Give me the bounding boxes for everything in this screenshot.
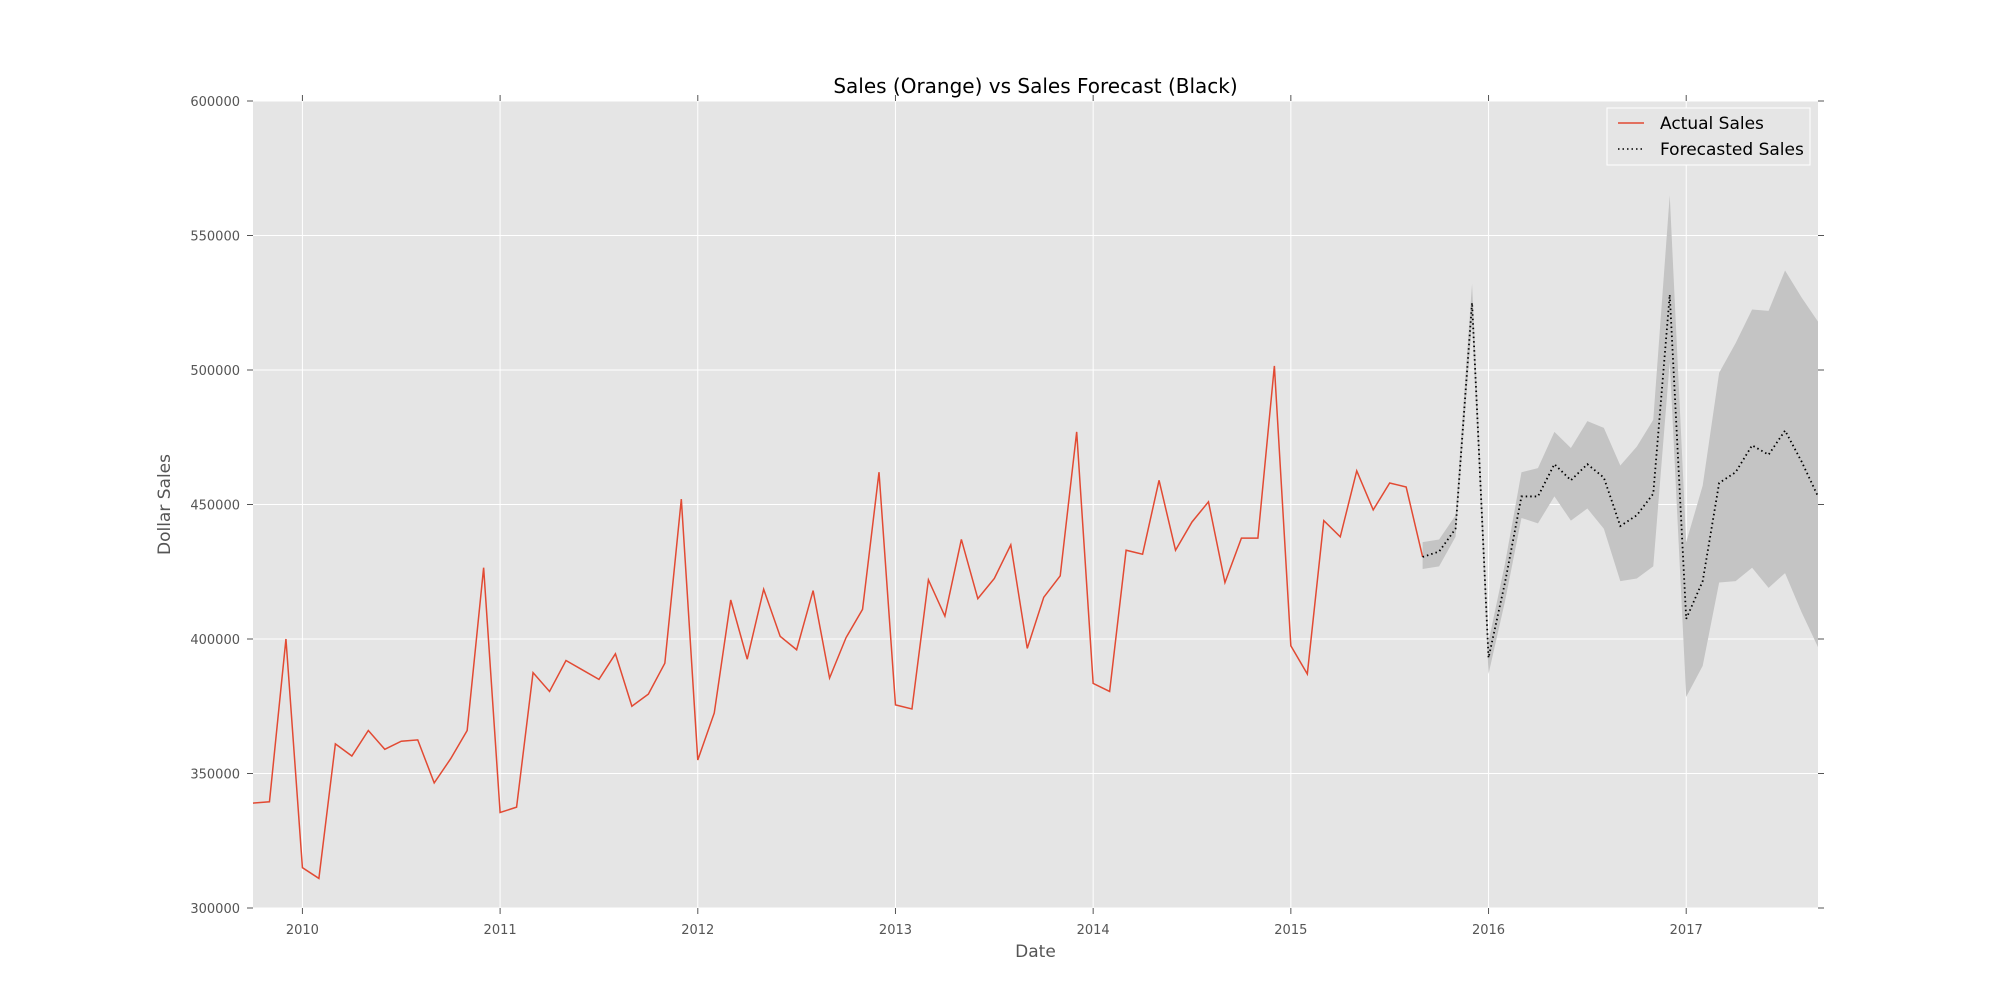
grid-lines: [253, 100, 1818, 909]
x-axis-title: Date: [1015, 942, 1056, 962]
x-tick-label: 2017: [1670, 923, 1703, 938]
legend-box: [1606, 107, 1811, 166]
axes: 300000 350000 400000 450000 500000 550000 6000…: [190, 95, 1824, 938]
y-tick-label: 350000: [190, 768, 240, 783]
y-tick-label: 550000: [190, 230, 240, 245]
x-tick-label: 2016: [1472, 923, 1505, 938]
x-tick-label: 2012: [681, 923, 714, 938]
x-tick-label: 2014: [1077, 923, 1110, 938]
y-tick-label: 300000: [190, 902, 240, 917]
x-tick-label: 2011: [484, 923, 517, 938]
legend: Actual Sales Forecasted Sales: [1606, 107, 1811, 166]
series-line-actual-sales: [252, 365, 1424, 880]
x-tick-label: 2015: [1274, 923, 1307, 938]
legend-label-actual-sales: Actual Sales: [1660, 114, 1764, 134]
series-line-forecasted-sales: [1422, 294, 1819, 659]
forecast-confidence-band: [1422, 195, 1818, 697]
y-tick-label: 400000: [190, 633, 240, 648]
x-tick-label: 2013: [879, 923, 912, 938]
legend-label-forecasted-sales: Forecasted Sales: [1660, 140, 1804, 160]
y-tick-label: 450000: [190, 499, 240, 514]
forecast-confidence-bands: [1422, 195, 1818, 697]
y-tick-label: 500000: [190, 364, 240, 379]
series-lines: [252, 294, 1819, 880]
y-axis-title: Dollar Sales: [155, 454, 175, 555]
x-tick-label: 2010: [286, 923, 319, 938]
y-tick-label: 600000: [190, 95, 240, 110]
chart-title: Sales (Orange) vs Sales Forecast (Black): [833, 74, 1237, 98]
